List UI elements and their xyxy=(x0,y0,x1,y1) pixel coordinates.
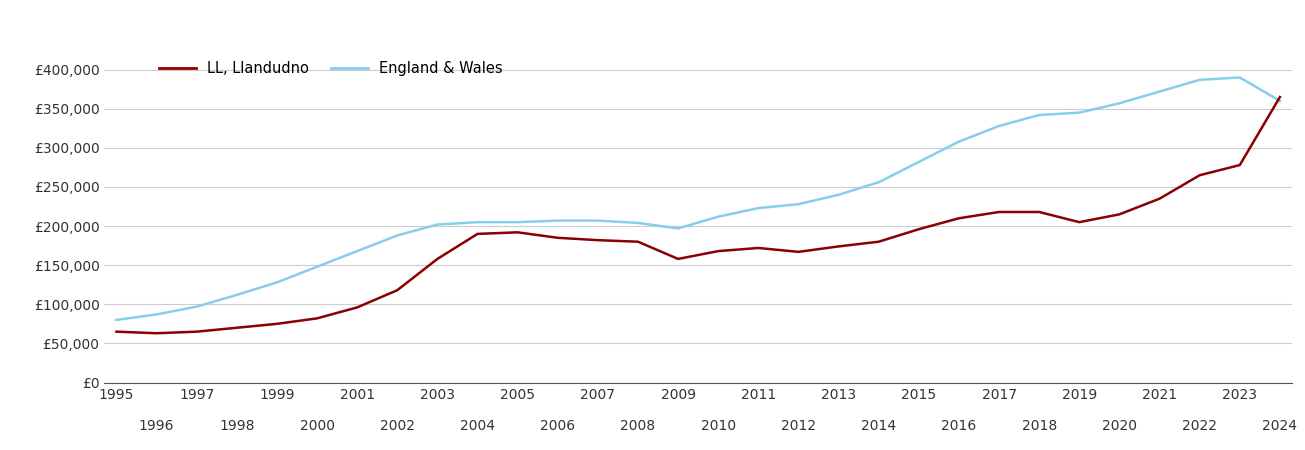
Legend: LL, Llandudno, England & Wales: LL, Llandudno, England & Wales xyxy=(159,61,502,76)
